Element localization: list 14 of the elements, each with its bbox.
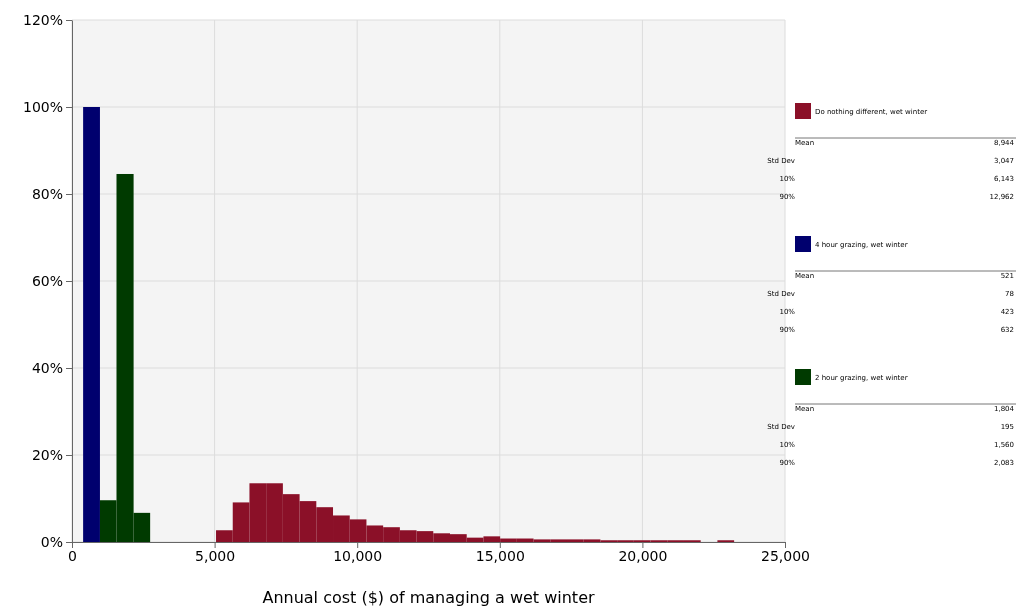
x-tick-label: 10,000	[333, 547, 383, 564]
y-tick-label: 60%	[31, 272, 63, 289]
y-tick-label: 40%	[31, 359, 63, 376]
x-tick-label: 25,000	[761, 547, 810, 564]
x-axis-title: Annual cost ($) of managing a wet winter	[262, 588, 595, 607]
y-tick-label: 100%	[22, 98, 63, 115]
y-tick-label: 20%	[31, 446, 63, 463]
x-tick-label: 0	[68, 547, 77, 564]
x-tick-label: 5,000	[195, 547, 236, 564]
x-tick-label: 15,000	[475, 547, 525, 564]
y-tick-label: 0%	[40, 533, 63, 550]
y-tick-label: 80%	[31, 185, 63, 202]
y-tick-label: 120%	[22, 11, 63, 28]
x-tick-label: 20,000	[618, 547, 668, 564]
